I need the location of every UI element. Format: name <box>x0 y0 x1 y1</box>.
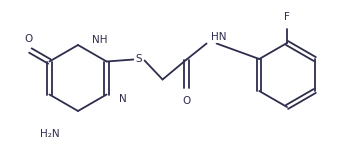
Text: NH: NH <box>92 35 107 45</box>
Text: O: O <box>24 34 33 45</box>
Text: N: N <box>119 94 126 104</box>
Text: F: F <box>284 12 290 22</box>
Text: HN: HN <box>211 33 226 43</box>
Text: O: O <box>182 97 191 106</box>
Text: S: S <box>135 55 142 64</box>
Text: H₂N: H₂N <box>40 129 60 139</box>
